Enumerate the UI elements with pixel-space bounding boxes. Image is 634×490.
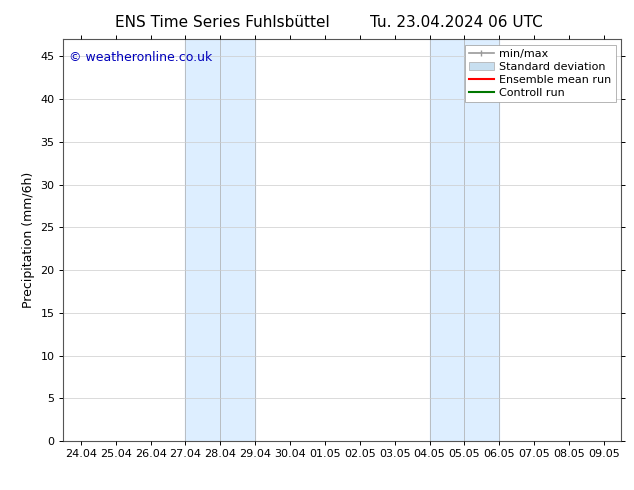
- Text: Tu. 23.04.2024 06 UTC: Tu. 23.04.2024 06 UTC: [370, 15, 543, 30]
- Legend: min/max, Standard deviation, Ensemble mean run, Controll run: min/max, Standard deviation, Ensemble me…: [465, 45, 616, 102]
- Text: ENS Time Series Fuhlsbüttel: ENS Time Series Fuhlsbüttel: [115, 15, 329, 30]
- Y-axis label: Precipitation (mm/6h): Precipitation (mm/6h): [22, 172, 35, 308]
- Bar: [429, 39, 500, 441]
- Bar: [185, 39, 255, 441]
- Text: © weatheronline.co.uk: © weatheronline.co.uk: [69, 51, 212, 64]
